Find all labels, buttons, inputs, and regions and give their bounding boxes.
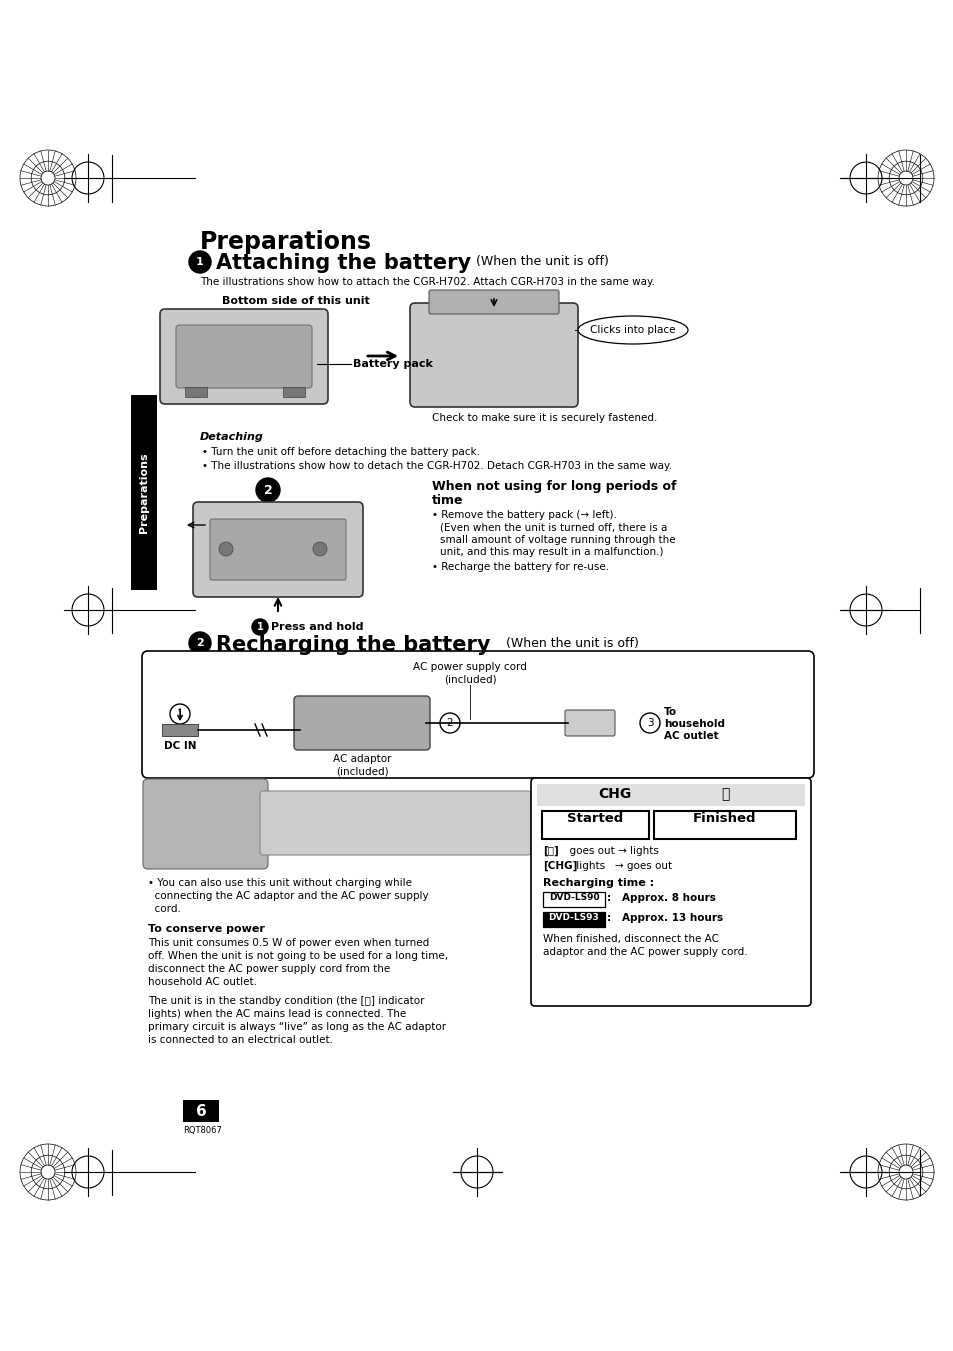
Text: adaptor and the AC power supply cord.: adaptor and the AC power supply cord. (542, 947, 747, 957)
FancyBboxPatch shape (654, 811, 795, 839)
Text: primary circuit is always “live” as long as the AC adaptor: primary circuit is always “live” as long… (148, 1021, 446, 1032)
Bar (537, 784, 804, 807)
Text: :   Approx. 13 hours: : Approx. 13 hours (606, 913, 722, 923)
FancyBboxPatch shape (143, 780, 268, 869)
Circle shape (255, 478, 280, 503)
Ellipse shape (578, 316, 687, 345)
Text: (When the unit is off): (When the unit is off) (501, 638, 639, 650)
Text: The unit is in the standby condition (the [ⓘ] indicator: The unit is in the standby condition (th… (148, 996, 424, 1006)
Text: CHG: CHG (598, 788, 631, 801)
Text: lights   → goes out: lights → goes out (573, 861, 672, 871)
Circle shape (189, 251, 211, 273)
Text: Preparations: Preparations (139, 453, 149, 534)
Text: DVD-LS90: DVD-LS90 (548, 893, 598, 902)
Text: household AC outlet.: household AC outlet. (148, 977, 256, 988)
Text: Attaching the battery: Attaching the battery (215, 253, 471, 273)
Text: 2: 2 (196, 638, 204, 648)
Text: time: time (432, 494, 463, 507)
Text: 3: 3 (646, 717, 653, 728)
Circle shape (313, 542, 327, 557)
Text: • You can also use this unit without charging while: • You can also use this unit without cha… (148, 878, 412, 888)
Circle shape (189, 632, 211, 654)
FancyBboxPatch shape (410, 303, 578, 407)
Text: 1: 1 (196, 257, 204, 267)
Text: AC adaptor: AC adaptor (333, 754, 391, 765)
Text: (included): (included) (335, 766, 388, 775)
Text: disconnect the AC power supply cord from the: disconnect the AC power supply cord from… (148, 965, 390, 974)
Text: cord.: cord. (148, 904, 181, 915)
Circle shape (439, 713, 459, 734)
Text: • Turn the unit off before detaching the battery pack.: • Turn the unit off before detaching the… (202, 447, 479, 457)
Text: household: household (663, 719, 724, 730)
Bar (542, 912, 604, 927)
Text: 1: 1 (176, 709, 183, 719)
Text: Battery pack: Battery pack (353, 359, 433, 369)
Text: unit, and this may result in a malfunction.): unit, and this may result in a malfuncti… (439, 547, 662, 557)
FancyBboxPatch shape (193, 503, 363, 597)
Text: Recharging the battery: Recharging the battery (215, 635, 490, 655)
FancyBboxPatch shape (260, 790, 531, 855)
Text: 2: 2 (263, 484, 273, 497)
FancyBboxPatch shape (142, 651, 813, 778)
Text: lights) when the AC mains lead is connected. The: lights) when the AC mains lead is connec… (148, 1009, 406, 1019)
Text: goes out → lights: goes out → lights (562, 846, 659, 857)
Text: DVD-LS93: DVD-LS93 (548, 913, 598, 921)
Text: To: To (663, 707, 677, 717)
Text: (When the unit is off): (When the unit is off) (472, 255, 608, 267)
Text: AC outlet: AC outlet (663, 731, 718, 740)
Circle shape (219, 542, 233, 557)
Text: Clicks into place: Clicks into place (590, 326, 675, 335)
Text: connecting the AC adaptor and the AC power supply: connecting the AC adaptor and the AC pow… (148, 892, 428, 901)
FancyBboxPatch shape (175, 326, 312, 388)
Text: Preparations: Preparations (200, 230, 372, 254)
Text: When finished, disconnect the AC: When finished, disconnect the AC (542, 934, 719, 944)
Text: (Even when the unit is turned off, there is a: (Even when the unit is turned off, there… (439, 523, 667, 534)
Text: Recharging time :: Recharging time : (542, 878, 654, 888)
Bar (542, 892, 604, 907)
FancyBboxPatch shape (210, 519, 346, 580)
Text: small amount of voltage running through the: small amount of voltage running through … (439, 535, 675, 544)
Text: Check to make sure it is securely fastened.: Check to make sure it is securely fasten… (432, 413, 657, 423)
Text: off. When the unit is not going to be used for a long time,: off. When the unit is not going to be us… (148, 951, 448, 961)
Text: RQT8067: RQT8067 (183, 1125, 222, 1135)
Text: AC power supply cord: AC power supply cord (413, 662, 526, 671)
FancyBboxPatch shape (294, 696, 430, 750)
Text: 6: 6 (195, 1104, 206, 1119)
Text: • Recharge the battery for re-use.: • Recharge the battery for re-use. (432, 562, 608, 571)
FancyBboxPatch shape (564, 711, 615, 736)
Text: • Remove the battery pack (→ left).: • Remove the battery pack (→ left). (432, 509, 617, 520)
FancyBboxPatch shape (429, 290, 558, 313)
Circle shape (170, 704, 190, 724)
Text: :   Approx. 8 hours: : Approx. 8 hours (606, 893, 715, 902)
Text: Started: Started (566, 812, 622, 825)
Text: [ⓘ]: [ⓘ] (542, 846, 558, 857)
Text: ⏻: ⏻ (720, 788, 728, 801)
FancyBboxPatch shape (531, 778, 810, 1006)
Text: Press and hold: Press and hold (271, 621, 363, 632)
Text: 2: 2 (446, 717, 453, 728)
FancyBboxPatch shape (541, 811, 648, 839)
Bar (131, 394, 157, 590)
Text: To conserve power: To conserve power (148, 924, 265, 934)
Text: Bottom side of this unit: Bottom side of this unit (222, 296, 370, 305)
FancyBboxPatch shape (160, 309, 328, 404)
Text: The illustrations show how to attach the CGR-H702. Attach CGR-H703 in the same w: The illustrations show how to attach the… (200, 277, 655, 286)
Circle shape (252, 619, 268, 635)
Text: is connected to an electrical outlet.: is connected to an electrical outlet. (148, 1035, 333, 1046)
Text: (included): (included) (443, 674, 496, 684)
Bar (183, 1100, 219, 1121)
Bar (162, 724, 198, 736)
Bar (283, 386, 305, 397)
Bar (185, 386, 207, 397)
Text: Detaching: Detaching (200, 432, 264, 442)
Text: 1: 1 (256, 621, 263, 632)
Text: This unit consumes 0.5 W of power even when turned: This unit consumes 0.5 W of power even w… (148, 938, 429, 948)
Text: [CHG]: [CHG] (542, 861, 577, 871)
Circle shape (639, 713, 659, 734)
Text: DC IN: DC IN (164, 740, 196, 751)
Text: When not using for long periods of: When not using for long periods of (432, 480, 676, 493)
Text: • The illustrations show how to detach the CGR-H702. Detach CGR-H703 in the same: • The illustrations show how to detach t… (202, 461, 671, 471)
Text: Finished: Finished (693, 812, 756, 825)
